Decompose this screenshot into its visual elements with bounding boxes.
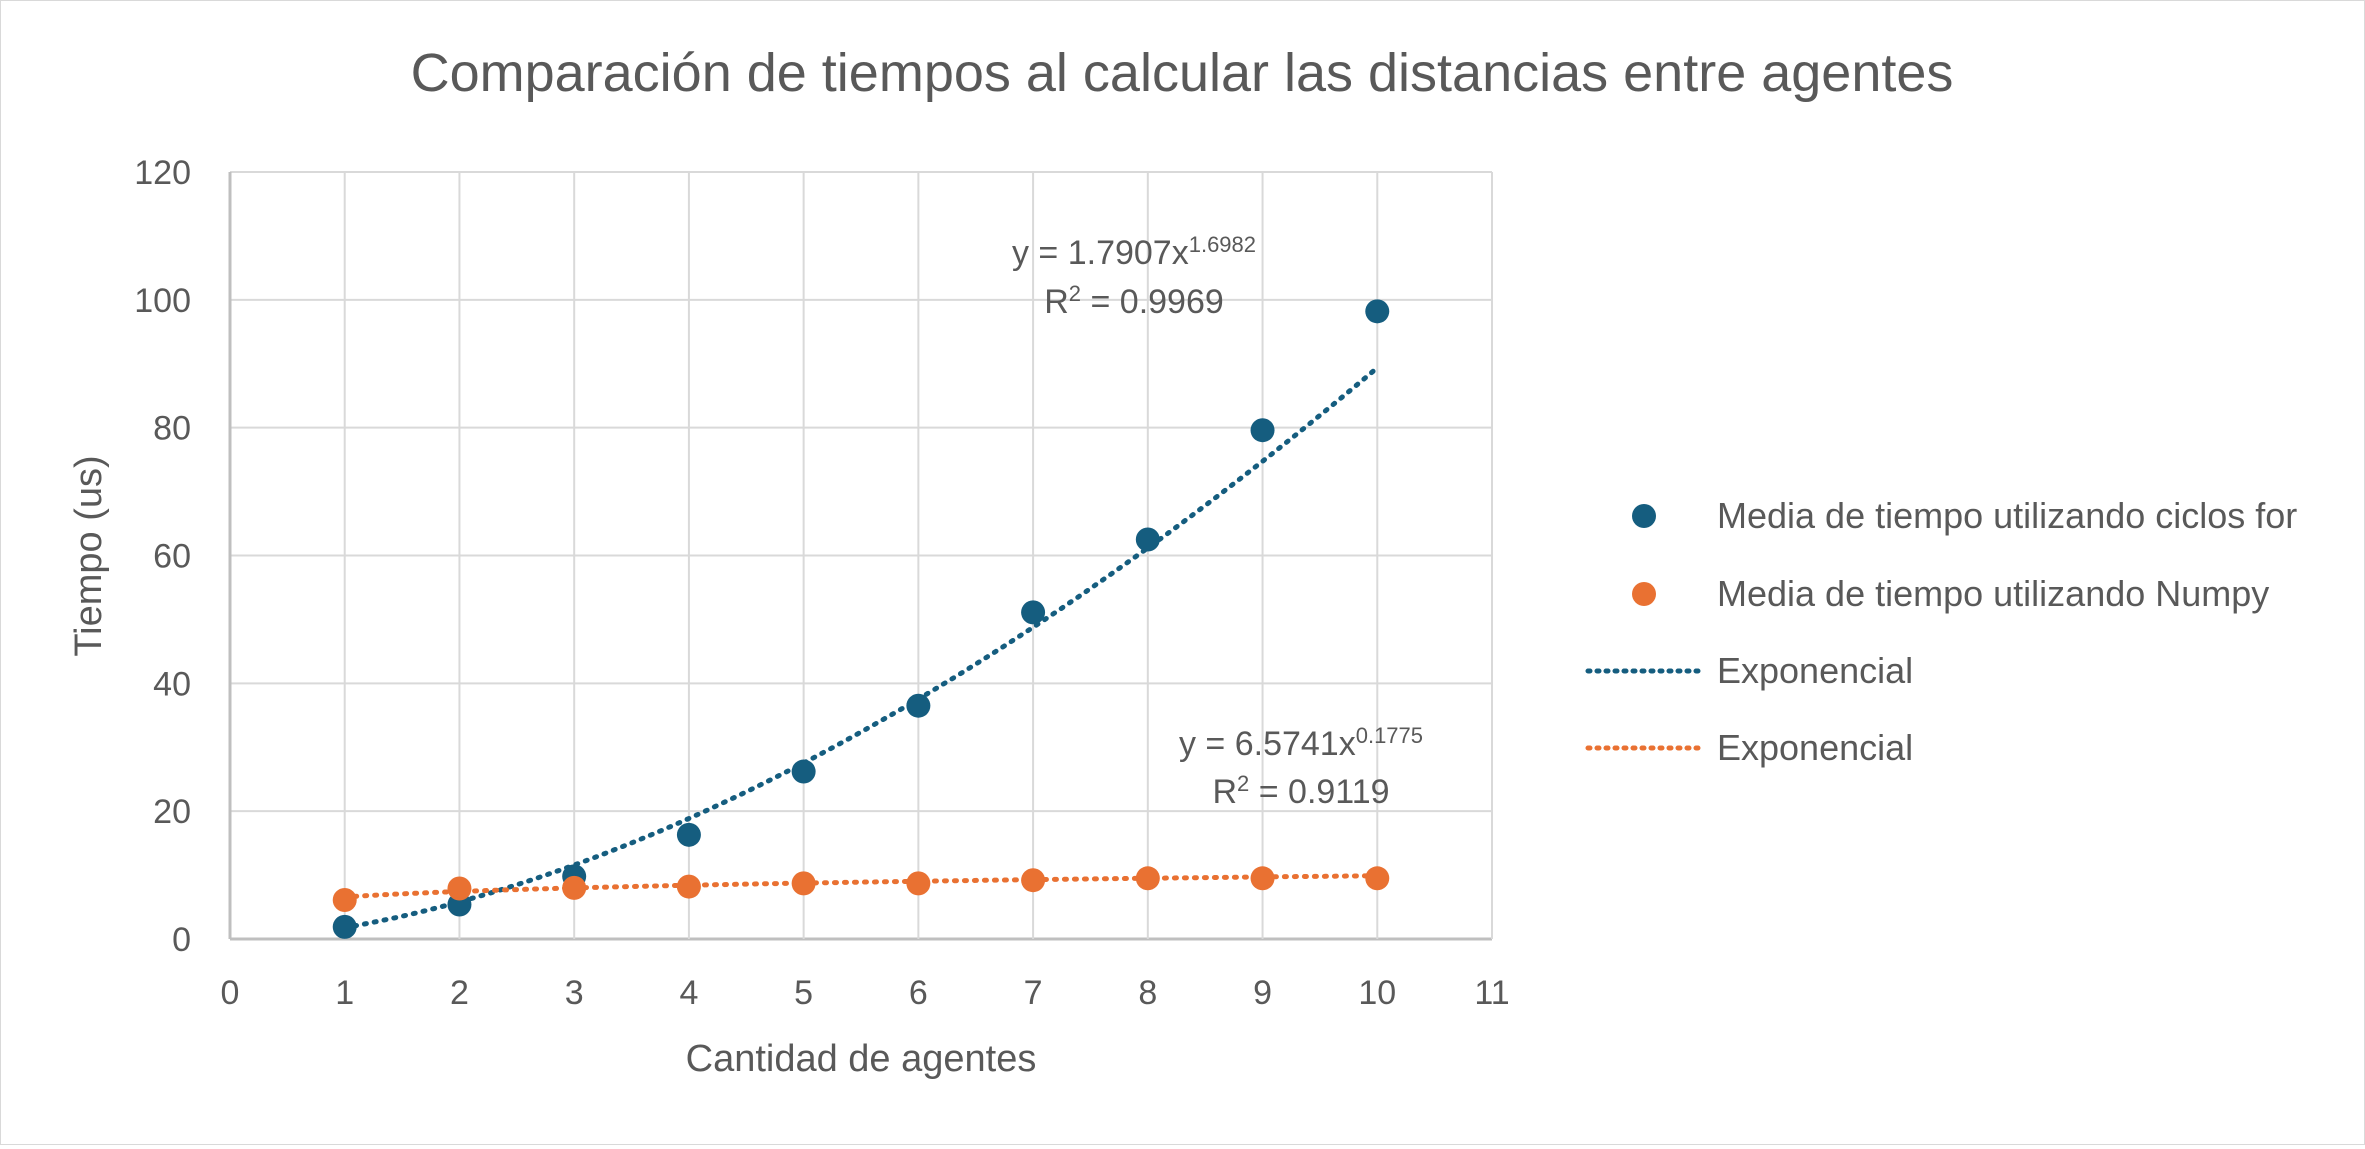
data-point-for <box>1021 600 1046 625</box>
x-tick-label: 7 <box>1024 974 1043 1012</box>
y-tick-label: 60 <box>153 538 191 576</box>
data-point-for <box>676 822 701 847</box>
trendlines <box>342 365 1380 931</box>
x-tick-label: 0 <box>221 974 240 1012</box>
equation-exponent: 1.6982 <box>1189 232 1256 257</box>
trendline-for <box>342 365 1380 931</box>
x-tick-label: 6 <box>909 974 928 1012</box>
data-point-numpy <box>1365 866 1390 891</box>
r-squared-prefix: R <box>1044 283 1069 321</box>
r-squared-prefix: R <box>1212 773 1237 811</box>
data-point-numpy <box>906 871 931 896</box>
r-squared-label: R2 = 0.9969 <box>1044 281 1224 321</box>
equation-label: y = 1.7907x1.6982 <box>1012 232 1256 272</box>
legend-label: Exponencial <box>1717 650 1913 691</box>
legend-marker-circle-icon <box>1632 504 1656 528</box>
x-tick-label: 3 <box>565 974 584 1012</box>
data-point-numpy <box>791 871 816 896</box>
x-tick-label: 11 <box>1474 974 1509 1012</box>
axis-ticks: 0 20 40 60 80 100 120 0 1 2 3 4 5 6 7 8 9 10 11 <box>134 154 1509 1012</box>
data-point-numpy <box>1135 866 1160 891</box>
x-tick-label: 4 <box>679 974 698 1012</box>
r-squared-exponent: 2 <box>1069 281 1081 306</box>
y-axis-label: Tiempo (us) <box>68 455 110 656</box>
legend-item-for: Media de tiempo utilizando ciclos for <box>1632 495 2297 536</box>
r-squared-value: = 0.9119 <box>1249 773 1389 811</box>
gridlines <box>228 171 1493 941</box>
data-point-for <box>1250 418 1275 443</box>
x-axis-label: Cantidad de agentes <box>686 1038 1037 1080</box>
equation-exponent: 0.1775 <box>1356 723 1423 748</box>
data-point-for <box>791 759 816 784</box>
y-tick-label: 40 <box>153 665 191 703</box>
x-tick-label: 1 <box>335 974 354 1012</box>
legend: Media de tiempo utilizando ciclos for Me… <box>1585 495 2297 768</box>
legend-label: Media de tiempo utilizando Numpy <box>1717 573 2269 614</box>
legend-item-numpy: Media de tiempo utilizando Numpy <box>1632 573 2269 614</box>
chart-title: Comparación de tiempos al calcular las d… <box>411 43 1954 103</box>
y-tick-label: 100 <box>134 282 191 320</box>
data-point-for <box>906 693 931 718</box>
r-squared-label: R2 = 0.9119 <box>1212 771 1389 811</box>
x-tick-label: 8 <box>1138 974 1157 1012</box>
equation-label: y = 6.5741x0.1775 <box>1179 723 1423 763</box>
data-points <box>332 299 1390 939</box>
data-point-for <box>1365 299 1390 324</box>
data-point-numpy <box>447 876 472 901</box>
equation-prefix: y = 1.7907x <box>1012 234 1189 272</box>
data-point-numpy <box>332 888 357 913</box>
y-tick-label: 120 <box>134 154 191 192</box>
x-tick-label: 2 <box>450 974 469 1012</box>
equation-prefix: y = 6.5741x <box>1179 725 1356 763</box>
legend-label: Media de tiempo utilizando ciclos for <box>1717 495 2297 536</box>
trendline-equation-for: y = 1.7907x1.6982 R2 = 0.9969 <box>1012 232 1256 321</box>
y-tick-label: 0 <box>172 921 191 959</box>
y-tick-label: 80 <box>153 410 191 448</box>
data-point-numpy <box>1021 868 1046 893</box>
legend-item-trend-for: Exponencial <box>1585 650 1913 691</box>
data-point-for <box>1135 527 1160 552</box>
legend-marker-circle-icon <box>1632 582 1656 606</box>
data-point-numpy <box>562 875 587 900</box>
r-squared-value: = 0.9969 <box>1081 283 1224 321</box>
r-squared-exponent: 2 <box>1237 771 1249 796</box>
x-tick-label: 10 <box>1358 974 1396 1012</box>
data-point-numpy <box>1250 866 1275 891</box>
trendline-equation-numpy: y = 6.5741x0.1775 R2 = 0.9119 <box>1179 723 1423 811</box>
legend-item-trend-numpy: Exponencial <box>1585 727 1913 768</box>
x-tick-label: 9 <box>1253 974 1272 1012</box>
y-tick-label: 20 <box>153 793 191 831</box>
legend-label: Exponencial <box>1717 727 1913 768</box>
x-tick-label: 5 <box>794 974 813 1012</box>
data-point-for <box>332 914 357 939</box>
trendline-numpy <box>342 873 1380 900</box>
data-point-numpy <box>676 874 701 899</box>
